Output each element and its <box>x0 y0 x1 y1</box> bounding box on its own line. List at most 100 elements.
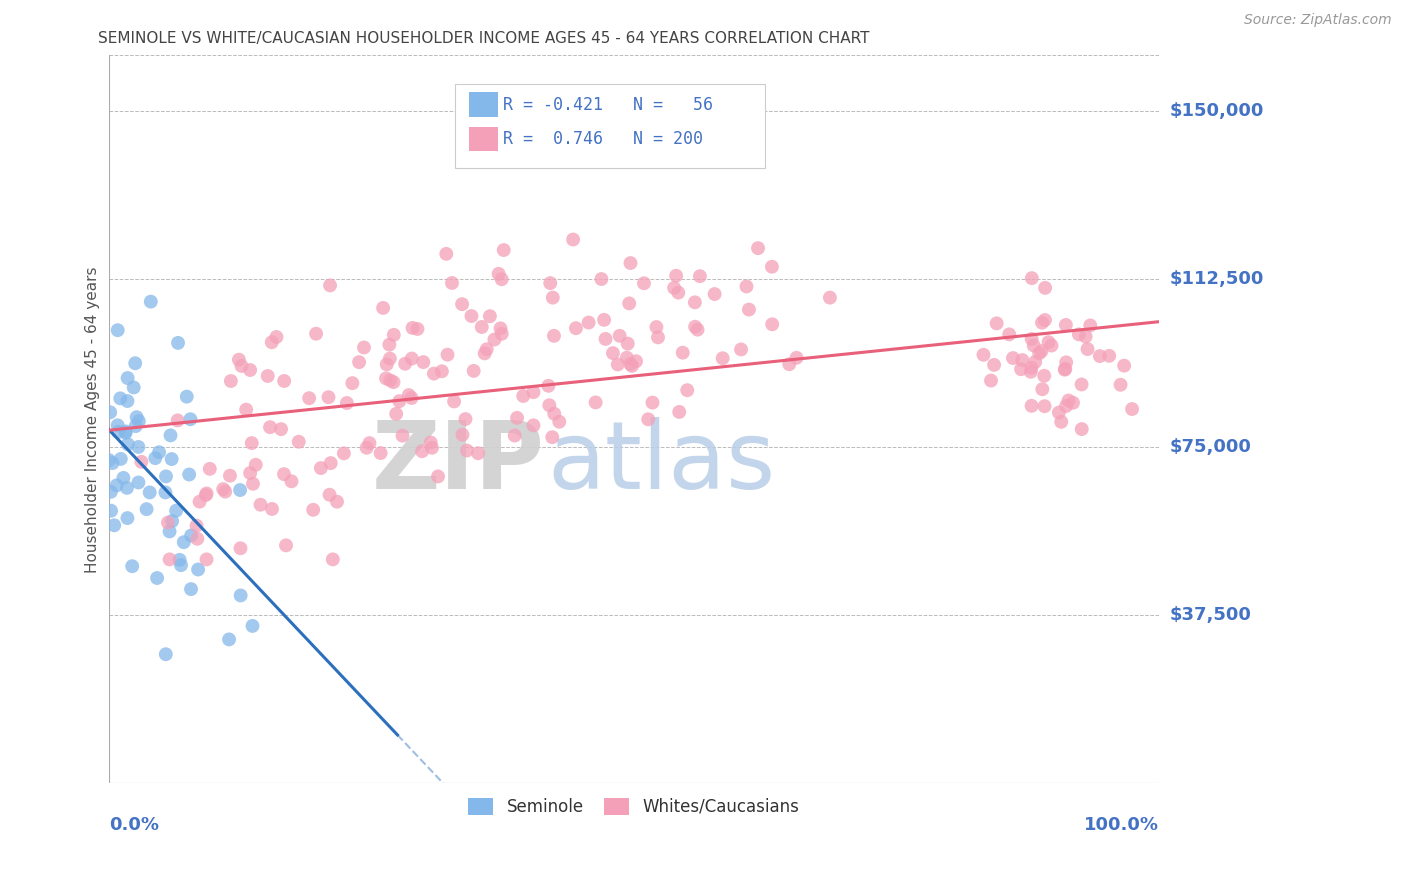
Point <box>512 389 534 403</box>
Point <box>382 327 405 342</box>
Point <box>125 419 148 434</box>
Point <box>333 446 356 460</box>
Text: $150,000: $150,000 <box>1170 103 1264 120</box>
Point <box>818 291 841 305</box>
Point <box>641 395 664 409</box>
Text: R = -0.421   N =   56: R = -0.421 N = 56 <box>502 95 713 113</box>
Point <box>107 418 129 433</box>
Point <box>1038 335 1060 350</box>
Point <box>309 461 332 475</box>
Point <box>260 335 283 350</box>
Point <box>683 295 706 310</box>
Point <box>665 268 688 283</box>
Point <box>274 538 297 552</box>
Point <box>322 552 344 566</box>
Point <box>585 395 607 409</box>
Point <box>578 316 600 330</box>
Text: Source: ZipAtlas.com: Source: ZipAtlas.com <box>1244 13 1392 28</box>
Point <box>538 276 561 290</box>
Point <box>143 451 166 466</box>
Point <box>686 323 709 337</box>
Point <box>730 343 752 357</box>
Point <box>411 444 433 458</box>
Point <box>298 391 321 405</box>
Point <box>491 326 513 341</box>
Point <box>139 294 162 309</box>
Point <box>562 233 585 247</box>
Point <box>972 348 994 362</box>
Point <box>593 313 616 327</box>
Point <box>1033 368 1056 383</box>
Point <box>382 375 405 389</box>
Point <box>778 357 800 371</box>
Point <box>1031 382 1053 396</box>
Point <box>198 462 221 476</box>
Point <box>1050 415 1073 429</box>
Point <box>110 451 132 466</box>
Point <box>273 374 295 388</box>
Point <box>1054 318 1077 332</box>
Point <box>398 388 420 402</box>
Point <box>100 504 122 518</box>
Point <box>471 320 494 334</box>
Point <box>380 373 402 387</box>
Point <box>107 323 129 337</box>
Point <box>1078 318 1101 333</box>
Point <box>616 351 638 365</box>
Point <box>538 398 561 412</box>
Text: R =  0.746   N = 200: R = 0.746 N = 200 <box>502 130 703 148</box>
Point <box>1031 316 1053 330</box>
Point <box>522 418 544 433</box>
Text: atlas: atlas <box>548 417 776 509</box>
Point <box>606 358 628 372</box>
Point <box>541 430 564 444</box>
Point <box>423 367 446 381</box>
Point <box>647 330 669 344</box>
Point <box>219 468 242 483</box>
Point <box>666 285 689 300</box>
Point <box>394 357 416 371</box>
Point <box>619 296 641 310</box>
Point <box>1040 338 1063 352</box>
Point <box>318 488 340 502</box>
Point <box>173 535 195 549</box>
Point <box>165 504 187 518</box>
Point <box>1053 362 1076 376</box>
Point <box>235 402 257 417</box>
Point <box>565 321 588 335</box>
Point <box>155 469 177 483</box>
Point <box>212 482 235 496</box>
Point <box>186 518 208 533</box>
Point <box>761 260 783 274</box>
Point <box>747 241 769 255</box>
Point <box>463 364 485 378</box>
Legend: Seminole, Whites/Caucasians: Seminole, Whites/Caucasians <box>461 791 806 822</box>
Point <box>1054 355 1077 369</box>
Point <box>548 415 571 429</box>
Point <box>1021 399 1043 413</box>
Point <box>1054 362 1077 376</box>
Point <box>1070 377 1092 392</box>
Point <box>273 467 295 482</box>
Point <box>156 516 179 530</box>
Point <box>484 333 506 347</box>
Text: 0.0%: 0.0% <box>108 816 159 834</box>
Point <box>491 272 513 286</box>
Point <box>214 484 236 499</box>
Point <box>270 422 292 436</box>
Point <box>336 396 359 410</box>
Point <box>117 511 139 525</box>
Point <box>115 481 138 495</box>
Point <box>155 647 177 661</box>
Point <box>195 486 218 500</box>
Point <box>98 453 121 467</box>
Point <box>326 494 349 508</box>
Point <box>127 440 149 454</box>
Point <box>378 351 401 366</box>
Point <box>98 405 121 419</box>
Point <box>616 336 638 351</box>
Point <box>131 455 153 469</box>
Point <box>1011 353 1033 368</box>
Point <box>239 466 262 480</box>
Point <box>159 552 181 566</box>
